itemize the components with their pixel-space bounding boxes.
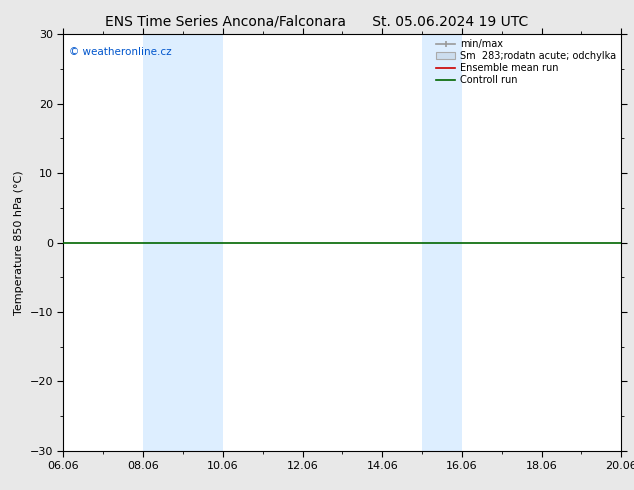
Legend: min/max, Sm  283;rodatn acute; odchylka, Ensemble mean run, Controll run: min/max, Sm 283;rodatn acute; odchylka, … bbox=[433, 36, 619, 88]
Bar bbox=[422, 34, 462, 451]
Text: © weatheronline.cz: © weatheronline.cz bbox=[69, 47, 172, 57]
Bar bbox=[143, 34, 223, 451]
Text: ENS Time Series Ancona/Falconara      St. 05.06.2024 19 UTC: ENS Time Series Ancona/Falconara St. 05.… bbox=[105, 15, 529, 29]
Y-axis label: Temperature 850 hPa (°C): Temperature 850 hPa (°C) bbox=[14, 170, 24, 315]
